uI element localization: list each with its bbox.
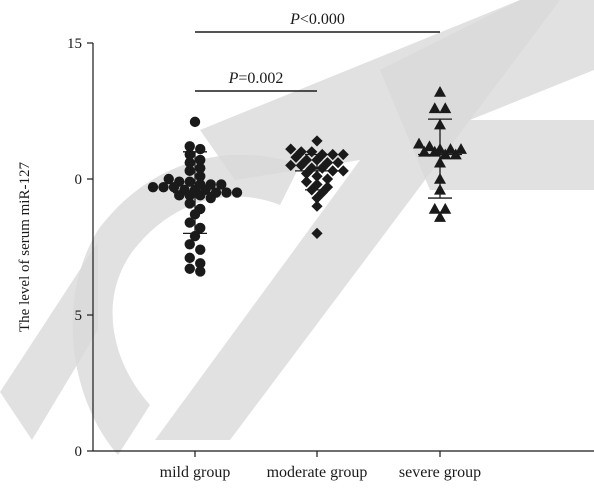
point-circle <box>205 192 216 204</box>
point-triangle <box>439 202 452 214</box>
point-circle <box>184 217 195 228</box>
p-value-label: P=0.002 <box>228 70 284 87</box>
point-circle <box>195 222 206 234</box>
point-triangle <box>444 143 457 154</box>
point-circle <box>147 181 159 193</box>
point-circle <box>184 198 195 209</box>
watermark <box>0 0 594 455</box>
point-triangle <box>439 102 452 114</box>
point-diamond <box>337 148 349 161</box>
point-circle <box>158 181 169 193</box>
point-diamond <box>285 143 297 155</box>
point-circle <box>168 181 180 193</box>
point-triangle <box>428 202 441 214</box>
point-circle <box>184 239 195 250</box>
x-category-label: moderate group <box>267 464 368 481</box>
point-diamond <box>321 173 334 185</box>
point-diamond <box>311 227 323 239</box>
point-triangle <box>434 85 446 97</box>
point-diamond <box>311 192 323 204</box>
y-tick-label: 0 <box>75 172 83 188</box>
point-circle <box>221 187 232 198</box>
point-circle <box>184 176 195 187</box>
point-circle <box>195 162 206 174</box>
point-circle <box>195 244 206 255</box>
watermark-letter-e <box>380 0 594 190</box>
point-diamond <box>327 148 339 161</box>
point-circle <box>174 190 185 201</box>
watermark-letter-c <box>72 154 300 455</box>
point-diamond <box>332 157 344 169</box>
point-diamond <box>290 151 302 163</box>
x-category-label: mild group <box>160 464 231 481</box>
x-category-label: severe group <box>399 464 481 481</box>
p-value: =0.002 <box>238 70 283 87</box>
x-ticks: mild group moderate group severe group <box>160 451 481 481</box>
point-circle <box>231 187 243 198</box>
point-triangle <box>428 102 441 114</box>
point-circle <box>195 266 206 277</box>
y-tick-label: 5 <box>75 308 83 324</box>
error-bars <box>173 118 462 235</box>
point-circle <box>184 263 195 274</box>
point-circle <box>195 258 206 269</box>
y-axis-label: The level of serum miR-127 <box>17 162 33 332</box>
y-tick-label: 15 <box>67 36 82 52</box>
p-symbol: P <box>289 11 300 28</box>
p-value: <0.000 <box>300 11 345 28</box>
point-circle <box>184 157 195 168</box>
point-circle <box>184 252 195 264</box>
y-ticks: 0 5 0 15 <box>67 36 93 460</box>
point-circle <box>184 165 195 177</box>
point-diamond <box>285 159 297 171</box>
point-circle <box>163 173 174 185</box>
point-circle <box>195 154 206 166</box>
point-circle <box>216 179 227 190</box>
point-triangle <box>455 143 467 154</box>
point-triangle <box>413 137 425 149</box>
point-triangle <box>434 211 446 222</box>
p-symbol: P <box>228 70 239 87</box>
point-circle <box>195 190 206 201</box>
point-diamond <box>295 159 307 171</box>
point-diamond <box>311 135 323 147</box>
watermark-letter-r <box>0 242 98 440</box>
point-diamond <box>311 200 323 212</box>
y-tick-label: 0 <box>75 444 83 460</box>
point-circle <box>195 171 206 182</box>
point-triangle <box>423 140 436 152</box>
point-diamond <box>337 165 349 177</box>
p-value-label: P<0.000 <box>289 11 345 28</box>
point-diamond <box>300 176 313 188</box>
point-circle <box>195 143 206 155</box>
point-circle <box>189 116 201 128</box>
point-circle <box>184 141 195 152</box>
